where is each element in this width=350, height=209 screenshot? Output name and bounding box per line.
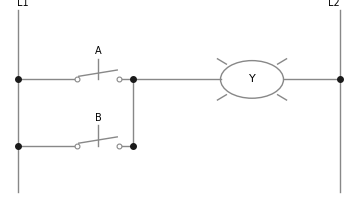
Text: L1: L1 xyxy=(18,0,29,8)
Text: Y: Y xyxy=(248,74,256,84)
Text: B: B xyxy=(94,113,101,123)
Text: A: A xyxy=(95,46,101,56)
Text: L2: L2 xyxy=(328,0,340,8)
